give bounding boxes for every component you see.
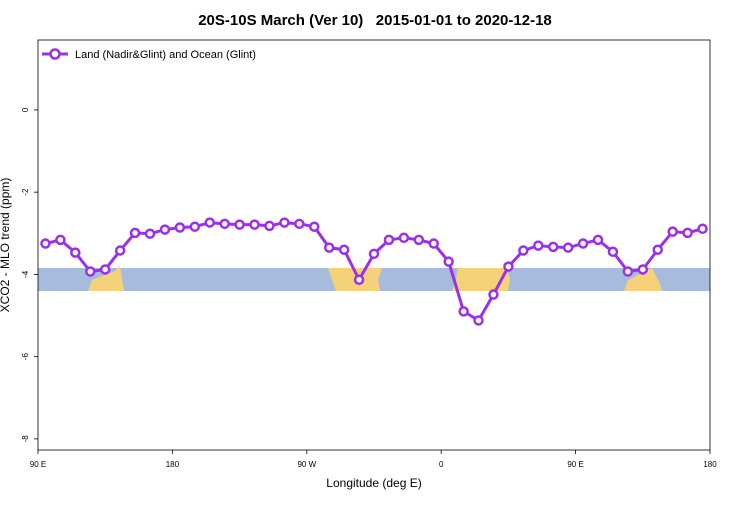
data-point [652, 244, 663, 255]
data-point [667, 226, 678, 237]
y-tick-label: 0 [21, 107, 30, 112]
data-point [697, 223, 708, 235]
legend-label: Land (Nadir&Glint) and Ocean (Glint) [75, 49, 256, 61]
x-tick-label: 180 [703, 460, 717, 469]
data-point [577, 238, 589, 249]
data-point [503, 261, 514, 272]
data-point [189, 221, 201, 232]
x-tick-label: 0 [439, 460, 444, 469]
data-point [368, 248, 380, 260]
y-axis-label: XCO2 - MLO trend (ppm) [0, 178, 12, 313]
legend-marker [49, 48, 61, 60]
data-point [264, 220, 275, 232]
x-tick-label: 90 E [30, 460, 46, 469]
data-point [204, 217, 215, 228]
data-point [234, 219, 245, 230]
data-point [70, 247, 81, 258]
y-tick-label: -8 [21, 435, 30, 443]
data-point [518, 245, 529, 256]
map-strip [38, 266, 710, 291]
data-point [353, 274, 365, 285]
data-point [622, 266, 634, 277]
plot-frame [37, 39, 711, 451]
data-point [294, 218, 305, 230]
y-tick-label: -6 [21, 353, 30, 361]
data-point [323, 242, 335, 253]
data-point [219, 218, 230, 230]
data-point [383, 234, 395, 246]
data-point [533, 240, 544, 251]
data-point [99, 264, 111, 275]
x-tick-label: 90 W [297, 460, 316, 469]
data-point [40, 238, 51, 249]
data-point [592, 234, 604, 246]
data-point [129, 227, 141, 239]
data-point [279, 217, 290, 228]
data-point [473, 315, 484, 326]
data-point [114, 245, 126, 256]
data-point [428, 238, 439, 249]
data-point [562, 242, 574, 253]
x-axis-label: Longitude (deg E) [326, 476, 421, 490]
data-point [249, 219, 260, 230]
data-point [159, 224, 171, 235]
data-point [547, 241, 559, 253]
data-point [488, 289, 499, 300]
data-point [85, 266, 96, 277]
x-tick-label: 90 E [567, 460, 583, 469]
data-point [338, 244, 350, 255]
chart-title: 20S-10S March (Ver 10) 2015-01-01 to 202… [198, 12, 552, 29]
data-point [443, 256, 454, 267]
data-point [607, 246, 619, 258]
data-point [458, 306, 469, 317]
y-tick-label: -4 [21, 270, 30, 278]
data-point [682, 227, 693, 239]
data-point [309, 221, 320, 232]
x-tick-label: 180 [166, 460, 180, 469]
data-point [144, 228, 156, 239]
data-point [174, 222, 186, 233]
data-point [413, 234, 425, 246]
data-point [637, 264, 649, 275]
data-point [55, 234, 66, 246]
y-tick-label: -2 [21, 188, 30, 196]
data-point [398, 232, 410, 244]
